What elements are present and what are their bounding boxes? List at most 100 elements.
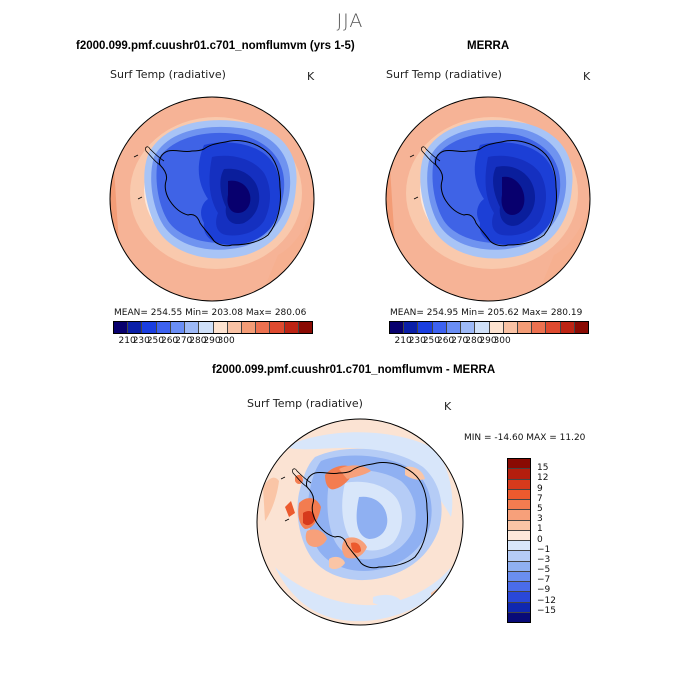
- diff-panel-coastline: [306, 462, 428, 569]
- diff-colorbar-tick: −3: [537, 554, 551, 565]
- panel-model-colorbar-tick: 280: [189, 336, 207, 346]
- panel-model-colorbar-tick: 210: [118, 336, 136, 346]
- diff-colorbar-tick: 12: [537, 473, 549, 484]
- panel-merra-colorbar-swatch: [446, 322, 462, 333]
- panel-merra-colorbar-swatch: [404, 322, 419, 333]
- diff-colorbar-swatch: [508, 520, 530, 531]
- diff-colorbar-tick: −12: [537, 595, 556, 606]
- panel-model-colorbar-swatch: [213, 322, 228, 333]
- panel-merra-colorbar-tick: 250: [422, 336, 441, 346]
- diff-colorbar-swatch: [508, 561, 530, 572]
- panel-merra-colorbar-swatch: [503, 322, 518, 333]
- diff-colorbar-swatch: [508, 571, 530, 582]
- panel-model-colorbar-swatch: [227, 322, 242, 333]
- panel-model-colorbar-swatch: [114, 322, 129, 333]
- diff-colorbar-swatch: [508, 541, 530, 552]
- panel-merra-colorbar-tick: 280: [465, 336, 483, 346]
- diff-colorbar-swatch: [508, 469, 530, 480]
- diff-colorbar-swatch: [508, 510, 530, 521]
- panel-merra-colorbar-tick: 300: [493, 336, 511, 346]
- panel-model-contours: [110, 97, 314, 301]
- season-title: JJA: [336, 10, 364, 32]
- panel-merra-colorbar-swatch: [517, 322, 533, 333]
- diff-panel-variable: Surf Temp (radiative): [247, 397, 363, 410]
- panel-model-colorbar-tick: 250: [146, 336, 165, 346]
- diff-colorbar-tick: 5: [537, 503, 543, 514]
- panel-merra-colorbar-tick: 270: [451, 336, 469, 346]
- panel-merra-colorbar-swatch: [475, 322, 490, 333]
- panel-merra-colorbar-swatch: [390, 322, 405, 333]
- panel-model-colorbar-swatch: [298, 322, 313, 333]
- diff-colorbar-tick: −7: [537, 575, 551, 586]
- panel-merra-colorbar-swatch: [461, 322, 476, 333]
- diff-colorbar-tick: −5: [537, 565, 551, 576]
- panel-merra-colorbar-tick: 290: [479, 336, 497, 346]
- diff-colorbar-tick: −15: [537, 605, 556, 616]
- panel-model-polar-map: [109, 96, 315, 302]
- diff-panel-polar-map: [256, 418, 464, 626]
- panel-merra-colorbar-swatch: [432, 322, 447, 333]
- diff-panel-colorbar-ticks: 15 12 9 7 5 3 1 0 −1 −3 −5 −7 −9 −12 −15: [537, 458, 577, 621]
- diff-colorbar-tick: 9: [537, 483, 543, 494]
- diff-colorbar-swatch: [508, 602, 530, 613]
- panel-model-colorbar-swatch: [256, 322, 271, 333]
- panel-merra-contours: [386, 97, 590, 301]
- panel-merra-stats: MEAN= 254.95 Min= 205.62 Max= 280.19: [390, 308, 583, 318]
- panel-merra-colorbar: [389, 321, 589, 334]
- panel-merra-coastline: [435, 140, 557, 247]
- diff-colorbar-swatch: [508, 551, 530, 562]
- panel-model-unit: K: [307, 70, 315, 83]
- diff-colorbar-swatch: [508, 530, 530, 541]
- panel-merra-colorbar-swatch: [489, 322, 504, 333]
- panel-model-colorbar-tick: 270: [175, 336, 193, 346]
- diff-colorbar-swatch: [508, 500, 530, 511]
- diff-colorbar-tick: 15: [537, 463, 549, 474]
- panel-model-colorbar-swatch: [241, 322, 257, 333]
- panel-merra-colorbar-swatch: [532, 322, 547, 333]
- diff-colorbar-swatch: [508, 582, 530, 593]
- panel-merra-colorbar-tick: 210: [394, 336, 412, 346]
- panel-merra-variable: Surf Temp (radiative): [386, 68, 502, 81]
- panel-merra-title: MERRA: [467, 40, 510, 52]
- panel-merra-colorbar-swatch: [418, 322, 433, 333]
- panel-merra-unit: K: [583, 70, 591, 83]
- panel-model-stats: MEAN= 254.55 Min= 203.08 Max= 280.06: [114, 308, 307, 318]
- diff-colorbar-swatch: [508, 459, 530, 470]
- panel-model-title: f2000.099.pmf.cuushr01.c701_nomflumvm (y…: [76, 40, 355, 52]
- diff-panel-map-border: [256, 418, 464, 626]
- diff-colorbar-swatch: [508, 612, 530, 622]
- panel-merra-colorbar-swatch: [546, 322, 561, 333]
- panel-model-colorbar-swatch: [270, 322, 285, 333]
- diff-colorbar-tick: 3: [537, 514, 543, 525]
- panel-merra-polar-map: [385, 96, 591, 302]
- panel-model-variable: Surf Temp (radiative): [110, 68, 226, 81]
- panel-model-colorbar: [113, 321, 313, 334]
- diff-panel-contours: [257, 419, 463, 625]
- diff-colorbar-swatch: [508, 592, 530, 603]
- diff-colorbar-tick: 7: [537, 493, 543, 504]
- panel-model-colorbar-tick: 290: [203, 336, 221, 346]
- panel-merra-colorbar-tick: 260: [436, 336, 455, 346]
- diff-panel-unit: K: [444, 400, 452, 413]
- panel-model-colorbar-swatch: [284, 322, 299, 333]
- panel-model-colorbar-ticks: 210 230 250 260 270 280 290 300: [113, 336, 311, 348]
- panel-model-colorbar-swatch: [128, 322, 143, 333]
- panel-model-coastline: [159, 140, 281, 247]
- panel-model-colorbar-swatch: [142, 322, 157, 333]
- panel-model-colorbar-swatch: [170, 322, 186, 333]
- diff-colorbar-tick: 0: [537, 534, 543, 545]
- panel-model-colorbar-swatch: [156, 322, 171, 333]
- panel-model-colorbar-swatch: [199, 322, 214, 333]
- panel-model-colorbar-tick: 300: [217, 336, 235, 346]
- diff-colorbar-swatch: [508, 479, 530, 490]
- panel-model-colorbar-swatch: [185, 322, 200, 333]
- panel-merra-colorbar-tick: 230: [408, 336, 426, 346]
- diff-colorbar-tick: 1: [537, 524, 543, 535]
- panel-merra-colorbar-swatch: [574, 322, 589, 333]
- diff-colorbar-tick: −9: [537, 585, 551, 596]
- diff-panel-title: f2000.099.pmf.cuushr01.c701_nomflumvm - …: [212, 364, 496, 376]
- panel-model-colorbar-tick: 260: [160, 336, 179, 346]
- panel-model-map-border: [109, 96, 315, 302]
- panel-merra-colorbar-swatch: [560, 322, 575, 333]
- panel-model-colorbar-tick: 230: [132, 336, 150, 346]
